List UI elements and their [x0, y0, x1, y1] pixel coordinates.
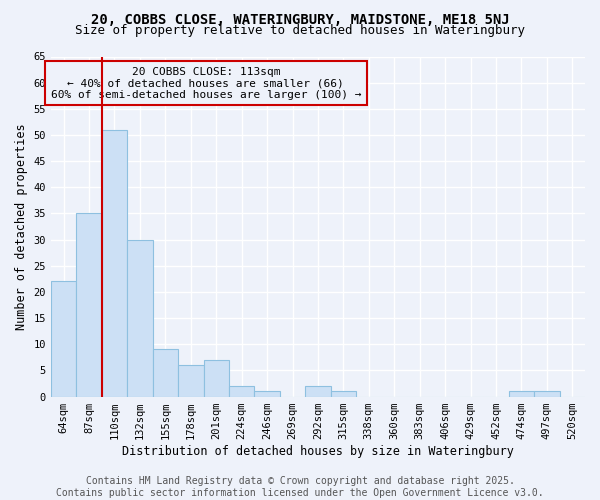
Bar: [203, 360, 229, 397]
Bar: [331, 392, 356, 396]
Bar: [305, 386, 331, 396]
Text: Size of property relative to detached houses in Wateringbury: Size of property relative to detached ho…: [75, 24, 525, 37]
X-axis label: Distribution of detached houses by size in Wateringbury: Distribution of detached houses by size …: [122, 444, 514, 458]
Bar: [152, 350, 178, 397]
Text: 20, COBBS CLOSE, WATERINGBURY, MAIDSTONE, ME18 5NJ: 20, COBBS CLOSE, WATERINGBURY, MAIDSTONE…: [91, 12, 509, 26]
Bar: [229, 386, 254, 396]
Bar: [127, 240, 152, 396]
Bar: [509, 392, 534, 396]
Bar: [254, 392, 280, 396]
Bar: [76, 214, 102, 396]
Bar: [102, 130, 127, 396]
Bar: [178, 365, 203, 396]
Bar: [51, 282, 76, 397]
Text: 20 COBBS CLOSE: 113sqm
← 40% of detached houses are smaller (66)
60% of semi-det: 20 COBBS CLOSE: 113sqm ← 40% of detached…: [50, 66, 361, 100]
Bar: [534, 392, 560, 396]
Text: Contains HM Land Registry data © Crown copyright and database right 2025.
Contai: Contains HM Land Registry data © Crown c…: [56, 476, 544, 498]
Y-axis label: Number of detached properties: Number of detached properties: [15, 123, 28, 330]
